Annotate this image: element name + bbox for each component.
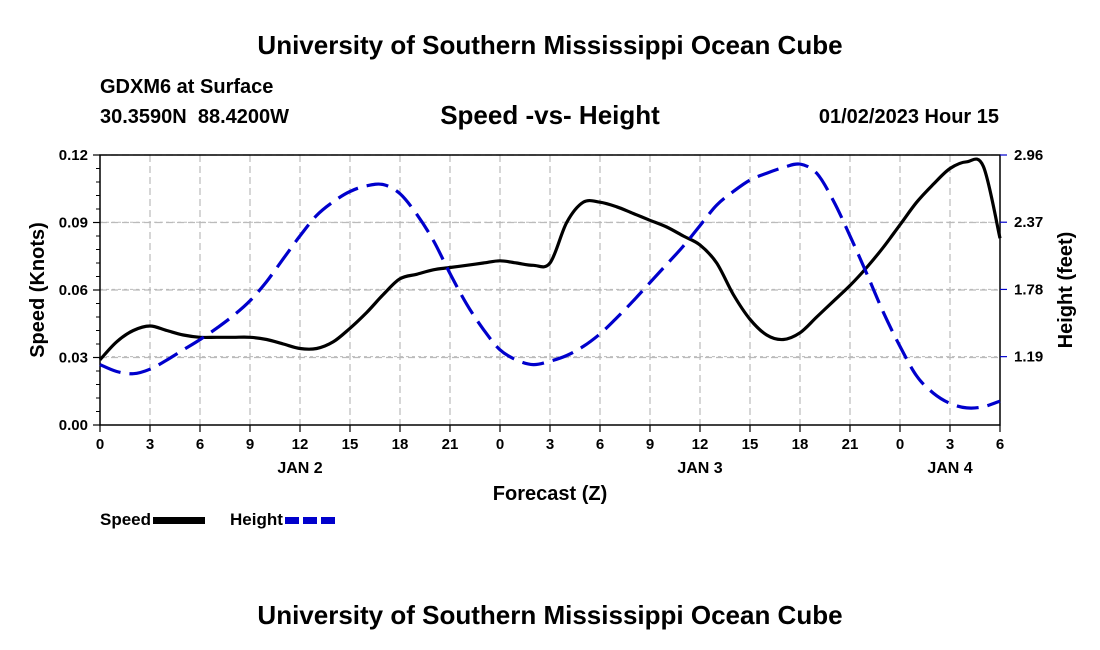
x-tick-label: 0 xyxy=(896,436,904,453)
footer-title: University of Southern Mississippi Ocean… xyxy=(257,600,843,630)
y-tick-label: 0.06 xyxy=(59,282,88,299)
x-tick-label: 9 xyxy=(246,436,254,453)
y2-tick-label: 2.37 xyxy=(1014,214,1043,231)
x-tick-label: 18 xyxy=(792,436,809,453)
legend-height: Height xyxy=(230,510,337,530)
x-axis-label: Forecast (Z) xyxy=(493,483,607,505)
datetime-label: 01/02/2023 Hour 15 xyxy=(818,106,999,128)
x-tick-label: 18 xyxy=(392,436,409,453)
y2-tick-label: 1.19 xyxy=(1014,349,1043,366)
y-tick-label: 0.03 xyxy=(59,350,88,367)
x-tick-label: 3 xyxy=(546,436,554,453)
x-tick-label: 15 xyxy=(342,436,359,453)
x-tick-label: 21 xyxy=(842,436,859,453)
series xyxy=(98,157,1002,410)
grid xyxy=(100,154,1000,425)
y-tick-label: 0.00 xyxy=(59,417,88,434)
x-tick-label: 6 xyxy=(996,436,1004,453)
x-tick-label: 0 xyxy=(496,436,504,453)
legend-height-swatch xyxy=(284,516,337,524)
y-tick-label: 0.09 xyxy=(59,215,88,232)
x-tick-label: 0 xyxy=(96,436,104,453)
x-tick-label: 6 xyxy=(596,436,604,453)
x-tick-label: 3 xyxy=(146,436,154,453)
coordinates-label: 30.3590N 88.4200W xyxy=(100,106,290,128)
x-tick-label: 6 xyxy=(196,436,204,453)
x-tick-label: 15 xyxy=(742,436,759,453)
station-label: GDXM6 at Surface xyxy=(100,76,274,98)
page-title: University of Southern Mississippi Ocean… xyxy=(257,30,843,60)
day-label: JAN 3 xyxy=(677,460,722,477)
speed-series-line xyxy=(98,157,1002,361)
x-tick-label: 21 xyxy=(442,436,459,453)
legend-height-label: Height xyxy=(230,510,283,529)
y-axis-label: Speed (Knots) xyxy=(27,222,49,358)
y-tick-label: 0.12 xyxy=(59,147,88,164)
day-label: JAN 4 xyxy=(927,460,972,477)
y2-tick-label: 1.78 xyxy=(1014,281,1043,298)
x-tick-label: 12 xyxy=(692,436,709,453)
day-label: JAN 2 xyxy=(277,460,322,477)
legend-speed-swatch xyxy=(153,516,206,524)
x-tick-label: 3 xyxy=(946,436,954,453)
y2-tick-label: 2.96 xyxy=(1014,147,1043,164)
x-tick-label: 12 xyxy=(292,436,309,453)
legend-speed: Speed xyxy=(100,510,206,530)
height-series-line xyxy=(99,162,1001,410)
chart-subtitle: Speed -vs- Height xyxy=(440,100,660,130)
x-tick-label: 9 xyxy=(646,436,654,453)
legend-speed-label: Speed xyxy=(100,510,152,529)
axes: 0 3 6 9 12 15 18 21 0 3 6 9 12 15 18 21 0 3 6 0.00 0.03 0.06 0… xyxy=(59,147,1043,477)
y2-axis-label: Height (feet) xyxy=(1055,232,1077,349)
